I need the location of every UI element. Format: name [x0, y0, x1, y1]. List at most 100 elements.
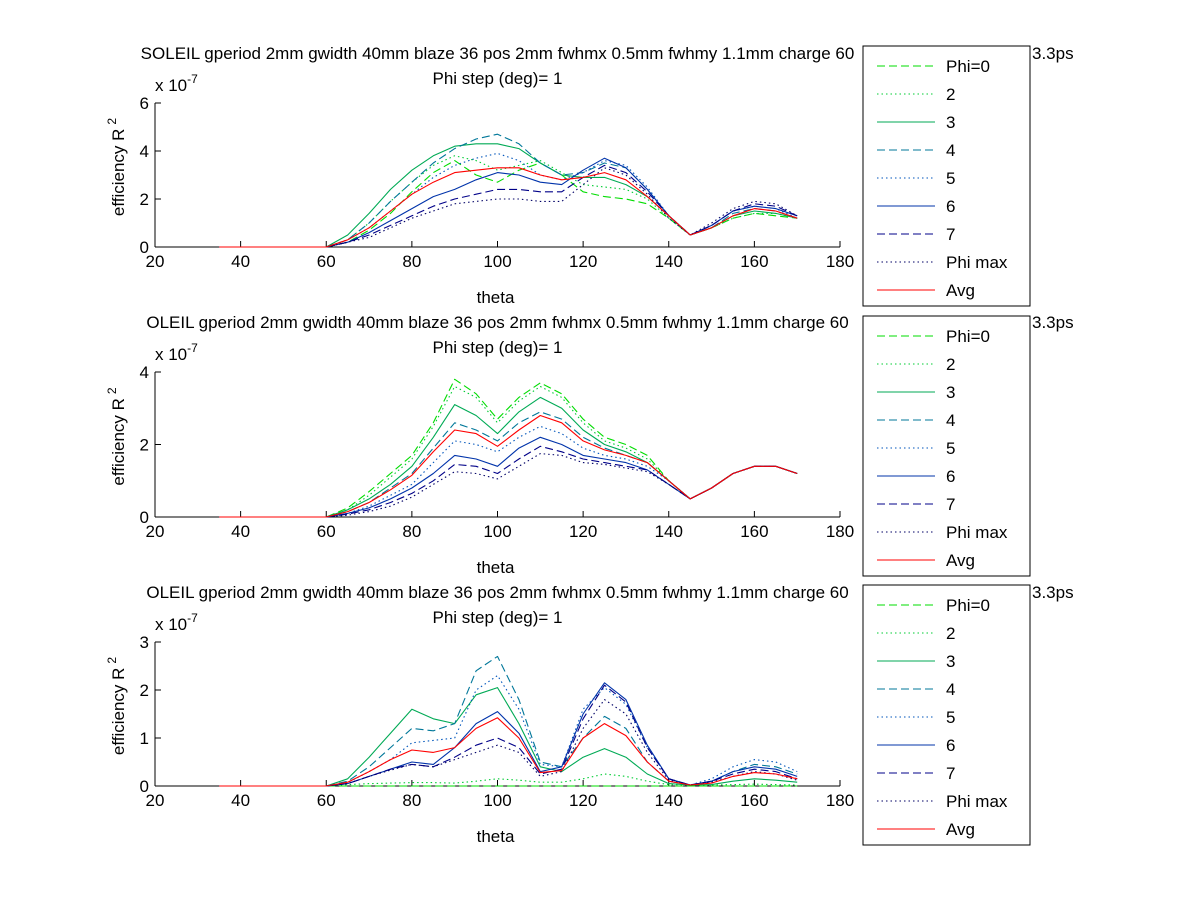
legend-label: 5	[946, 439, 955, 458]
legend-label: 6	[946, 467, 955, 486]
series-line-4	[219, 655, 798, 787]
x-tick-label: 180	[826, 522, 854, 541]
legend-label: Avg	[946, 551, 975, 570]
x-tick-label: 160	[740, 522, 768, 541]
legend-label: 6	[946, 197, 955, 216]
legend-label: 7	[946, 495, 955, 514]
x-tick-label: 120	[569, 252, 597, 271]
legend-box	[862, 315, 1031, 577]
x-tick-label: 100	[483, 522, 511, 541]
series-line-8	[219, 453, 798, 518]
x-tick-label: 140	[655, 522, 683, 541]
series-line-7	[219, 684, 798, 787]
series-line-9	[219, 717, 798, 787]
x-axis-label: theta	[477, 288, 515, 307]
x-tick-label: 40	[231, 252, 250, 271]
axis-exponent: x 10-7	[155, 611, 198, 634]
y-tick-label: 2	[140, 436, 149, 455]
legend-label: 6	[946, 736, 955, 755]
series-line-5	[219, 152, 798, 248]
x-tick-label: 180	[826, 252, 854, 271]
legend-label: 2	[946, 85, 955, 104]
legend-label: 4	[946, 680, 955, 699]
series-line-5	[219, 425, 798, 518]
legend: Phi=0 2 3 4 5 6 7 Phi max Avg	[862, 315, 1031, 577]
chart-panel-2: OLEIL gperiod 2mm gwidth 40mm blaze 36 p…	[105, 313, 1074, 577]
legend-label: 3	[946, 113, 955, 132]
y-tick-label: 0	[140, 238, 149, 257]
y-tick-label: 3	[140, 633, 149, 652]
axis-exponent-sup: -7	[187, 72, 198, 86]
axis-exponent: x 10-7	[155, 341, 198, 364]
chart-title: OLEIL gperiod 2mm gwidth 40mm blaze 36 p…	[146, 313, 848, 332]
x-tick-label: 20	[146, 791, 165, 810]
y-axis-label-sup: 2	[105, 387, 119, 394]
chart-title: OLEIL gperiod 2mm gwidth 40mm blaze 36 p…	[146, 583, 848, 602]
series-line-5	[219, 675, 798, 787]
legend-box	[862, 45, 1031, 307]
y-axis-label-sup: 2	[105, 657, 119, 664]
series-line-6	[219, 682, 798, 787]
x-tick-label: 140	[655, 791, 683, 810]
x-axis-label: theta	[477, 558, 515, 577]
x-tick-label: 80	[402, 791, 421, 810]
chart-subtitle: Phi step (deg)= 1	[433, 338, 563, 357]
x-tick-label: 60	[317, 522, 336, 541]
axis-exponent: x 10-7	[155, 72, 198, 95]
legend-label: 7	[946, 225, 955, 244]
y-tick-label: 0	[140, 508, 149, 527]
x-tick-label: 160	[740, 252, 768, 271]
y-axis-label: efficiency R2	[105, 387, 128, 486]
x-tick-label: 80	[402, 522, 421, 541]
legend-label: 3	[946, 383, 955, 402]
chart-title-suffix: 3.3ps	[1032, 583, 1074, 602]
legend-label: Phi=0	[946, 327, 990, 346]
y-tick-label: 0	[140, 777, 149, 796]
series-line-7	[219, 164, 798, 248]
legend-label: Phi=0	[946, 596, 990, 615]
legend-label: Phi max	[946, 253, 1008, 272]
x-tick-label: 100	[483, 252, 511, 271]
x-tick-label: 20	[146, 252, 165, 271]
x-tick-label: 60	[317, 252, 336, 271]
series-line-8	[219, 699, 798, 787]
legend-label: Avg	[946, 281, 975, 300]
y-tick-label: 1	[140, 729, 149, 748]
series-line-1	[219, 378, 798, 518]
y-tick-label: 4	[140, 142, 149, 161]
series-line-6	[219, 157, 798, 248]
chart-title-suffix: 3.3ps	[1032, 44, 1074, 63]
series-line-4	[219, 411, 798, 518]
y-axis-label: efficiency R2	[105, 118, 128, 217]
series-line-2	[219, 385, 798, 518]
chart-panel-3: OLEIL gperiod 2mm gwidth 40mm blaze 36 p…	[105, 583, 1074, 846]
legend-label: 2	[946, 624, 955, 643]
legend-label: Phi max	[946, 523, 1008, 542]
x-tick-label: 180	[826, 791, 854, 810]
y-tick-label: 2	[140, 190, 149, 209]
series-line-9	[219, 414, 798, 518]
series-line-3	[219, 687, 798, 787]
x-tick-label: 100	[483, 791, 511, 810]
y-tick-label: 2	[140, 681, 149, 700]
x-tick-label: 60	[317, 791, 336, 810]
series-line-6	[219, 436, 798, 518]
series-line-2	[219, 773, 798, 787]
legend-label: 4	[946, 411, 955, 430]
chart-title: SOLEIL gperiod 2mm gwidth 40mm blaze 36 …	[141, 44, 855, 63]
legend-label: 7	[946, 764, 955, 783]
chart-title-suffix: 3.3ps	[1032, 313, 1074, 332]
legend-label: 3	[946, 652, 955, 671]
legend: Phi=0 2 3 4 5 6 7 Phi max Avg	[862, 45, 1031, 307]
y-tick-label: 4	[140, 363, 149, 382]
legend-label: Phi=0	[946, 57, 990, 76]
legend-label: 4	[946, 141, 955, 160]
series-line-4	[219, 133, 798, 248]
legend: Phi=0 2 3 4 5 6 7 Phi max Avg	[862, 584, 1031, 846]
y-axis-label: efficiency R2	[105, 657, 128, 756]
series-line-3	[219, 143, 798, 248]
legend-label: 5	[946, 708, 955, 727]
chart-subtitle: Phi step (deg)= 1	[433, 608, 563, 627]
series-line-9	[219, 167, 798, 248]
